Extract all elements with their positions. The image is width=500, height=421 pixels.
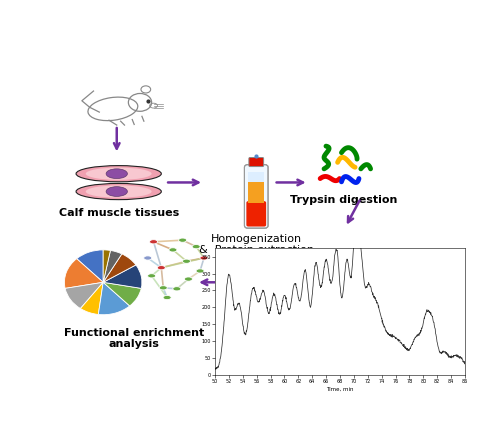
Ellipse shape [192, 245, 200, 249]
Ellipse shape [158, 266, 166, 270]
Bar [248, 182, 264, 203]
Ellipse shape [86, 168, 152, 180]
Text: Functional enrichment
analysis: Functional enrichment analysis [64, 328, 204, 349]
Wedge shape [80, 282, 103, 314]
Wedge shape [103, 282, 142, 306]
Text: Calf muscle tissues: Calf muscle tissues [58, 208, 179, 218]
Ellipse shape [196, 269, 204, 273]
Ellipse shape [200, 256, 208, 260]
FancyBboxPatch shape [246, 201, 266, 226]
Ellipse shape [159, 286, 168, 290]
Ellipse shape [76, 165, 162, 182]
Wedge shape [64, 258, 103, 288]
FancyBboxPatch shape [244, 165, 268, 228]
Wedge shape [103, 254, 136, 282]
Wedge shape [65, 282, 103, 309]
Ellipse shape [106, 169, 128, 179]
Wedge shape [76, 250, 103, 282]
FancyBboxPatch shape [249, 157, 264, 167]
X-axis label: Time, min: Time, min [326, 386, 354, 392]
Ellipse shape [169, 248, 177, 252]
Ellipse shape [148, 274, 156, 278]
Ellipse shape [76, 184, 162, 200]
Ellipse shape [182, 259, 190, 264]
Ellipse shape [144, 256, 152, 260]
Ellipse shape [150, 240, 158, 244]
Text: Trypsin digestion: Trypsin digestion [290, 195, 397, 205]
Ellipse shape [106, 187, 128, 197]
Wedge shape [98, 282, 130, 315]
Ellipse shape [163, 296, 171, 300]
Text: Nano LC-MS/MS analysis: Nano LC-MS/MS analysis [252, 344, 404, 354]
Ellipse shape [173, 287, 181, 291]
Bar [248, 172, 264, 182]
Wedge shape [103, 250, 110, 282]
Ellipse shape [184, 277, 192, 281]
Text: Homogenization
&  Protein extraction: Homogenization & Protein extraction [199, 234, 314, 255]
Ellipse shape [86, 185, 152, 198]
Wedge shape [103, 250, 122, 282]
Ellipse shape [178, 238, 186, 242]
Wedge shape [103, 265, 142, 288]
